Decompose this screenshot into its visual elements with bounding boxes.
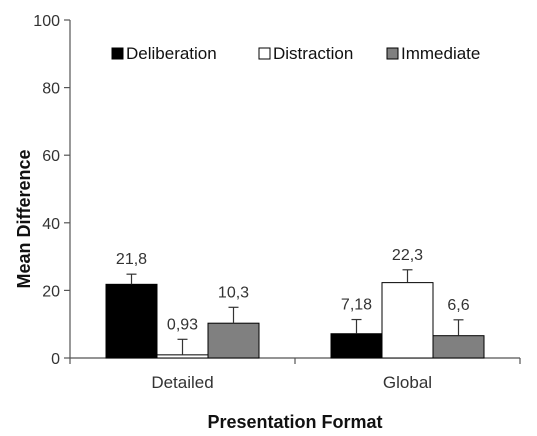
- x-category-labels: Detailed Global: [151, 373, 432, 392]
- bar-distraction-global: [381, 282, 434, 359]
- y-tick-label: 40: [42, 216, 60, 233]
- y-tick-label: 60: [42, 148, 60, 165]
- data-labels: 21,8 0,93 10,3 7,18 22,3 6,6: [116, 247, 470, 334]
- bar-immediate-global: [432, 335, 485, 359]
- data-label: 0,93: [167, 316, 198, 333]
- y-tick-label: 0: [51, 351, 60, 368]
- x-axis-title: Presentation Format: [207, 412, 382, 432]
- legend-label-deliberation: Deliberation: [126, 44, 217, 63]
- error-bars: [126, 269, 464, 355]
- legend-swatch-distraction: [258, 47, 271, 60]
- y-tick-label: 20: [42, 283, 60, 300]
- data-label: 10,3: [218, 284, 249, 301]
- y-tick-label: 80: [42, 81, 60, 98]
- data-label: 7,18: [341, 297, 372, 314]
- data-label: 21,8: [116, 251, 147, 268]
- legend: Deliberation Distraction Immediate: [111, 44, 480, 63]
- bars: [105, 282, 485, 359]
- legend-swatch-immediate: [386, 47, 399, 60]
- data-label: 22,3: [392, 247, 423, 264]
- y-tick-label: 100: [33, 13, 60, 30]
- bar-immediate-detailed: [207, 322, 260, 359]
- bar-deliberation-global: [330, 333, 383, 359]
- legend-label-immediate: Immediate: [401, 44, 480, 63]
- x-category-label: Global: [383, 373, 432, 392]
- x-category-label: Detailed: [151, 373, 213, 392]
- data-label: 6,6: [447, 297, 469, 314]
- y-ticks: 0 20 40 60 80 100: [33, 13, 521, 368]
- legend-swatch-deliberation: [111, 47, 124, 60]
- legend-label-distraction: Distraction: [273, 44, 353, 63]
- y-axis-title: Mean Difference: [14, 149, 34, 288]
- bar-deliberation-detailed: [105, 283, 158, 359]
- bar-distraction-detailed: [156, 354, 209, 359]
